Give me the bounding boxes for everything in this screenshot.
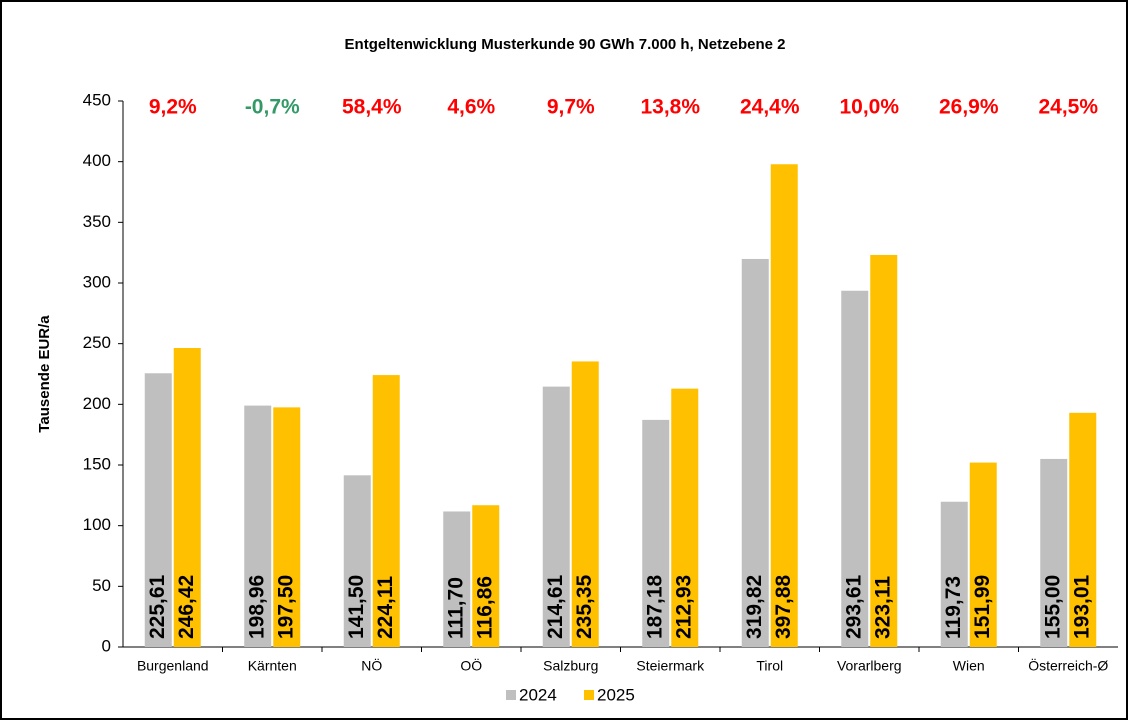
x-tick-label: Vorarlberg (837, 658, 902, 674)
y-tick-label: 0 (102, 636, 111, 655)
bar (770, 164, 798, 647)
change-annotation: 10,0% (839, 96, 899, 119)
value-label: 197,50 (274, 575, 297, 639)
value-label: 187,18 (643, 574, 666, 639)
bar (472, 505, 500, 647)
x-tick-label: Salzburg (543, 658, 598, 674)
bar (443, 511, 471, 647)
y-tick-label: 300 (83, 272, 111, 291)
legend-label: 2025 (597, 685, 635, 704)
bar (1040, 458, 1068, 647)
bar (173, 348, 201, 647)
value-label: 141,50 (345, 575, 368, 639)
bar (642, 419, 670, 647)
change-annotation: 24,5% (1038, 96, 1098, 119)
change-annotation: 9,7% (547, 96, 595, 119)
value-label: 293,61 (842, 574, 865, 639)
bar (870, 254, 898, 647)
value-label: 225,61 (146, 574, 169, 639)
change-annotation: 4,6% (447, 96, 495, 119)
value-label: 214,61 (544, 574, 567, 639)
x-tick-label: Kärnten (248, 658, 297, 674)
y-tick-label: 200 (83, 394, 111, 413)
value-label: 151,99 (971, 575, 994, 639)
x-tick-label: Steiermark (636, 658, 705, 674)
bar (969, 462, 997, 647)
bar (244, 405, 272, 647)
value-label: 235,35 (573, 574, 596, 639)
value-label: 224,11 (374, 576, 397, 639)
bar (372, 375, 400, 647)
x-tick-label: NÖ (361, 657, 382, 674)
bar (273, 407, 301, 647)
x-tick-label: OÖ (460, 657, 482, 674)
value-label: 116,86 (473, 576, 496, 639)
change-annotation: 58,4% (342, 96, 402, 119)
bar (144, 373, 172, 647)
y-tick-label: 350 (83, 212, 111, 231)
y-axis-label: Tausende EUR/a (36, 315, 53, 433)
change-annotation: 24,4% (740, 96, 800, 119)
bar (571, 361, 599, 647)
value-label: 198,96 (245, 575, 268, 639)
x-tick-label: Burgenland (137, 658, 209, 674)
x-tick-label: Österreich-Ø (1028, 657, 1108, 674)
y-tick-label: 50 (92, 576, 111, 595)
change-annotation: 9,2% (149, 96, 197, 119)
bar (671, 388, 699, 647)
value-label: 319,82 (743, 575, 766, 639)
bar (940, 501, 968, 647)
y-tick-label: 450 (83, 90, 111, 109)
value-label: 193,01 (1070, 574, 1093, 639)
y-tick-label: 400 (83, 151, 111, 170)
bar (841, 290, 869, 647)
chart-title: Entgeltenwicklung Musterkunde 90 GWh 7.0… (345, 36, 786, 53)
bar (741, 258, 769, 647)
y-tick-label: 150 (83, 454, 111, 473)
value-label: 111,70 (444, 577, 467, 639)
value-label: 212,93 (672, 575, 695, 639)
bar (343, 475, 371, 647)
y-tick-label: 250 (83, 333, 111, 352)
value-label: 155,00 (1041, 575, 1064, 639)
legend-swatch (506, 690, 516, 700)
change-annotation: 13,8% (640, 96, 700, 119)
value-label: 246,42 (175, 575, 198, 639)
bar (542, 386, 570, 647)
value-label: 119,73 (942, 576, 965, 639)
x-tick-label: Tirol (756, 658, 783, 674)
legend-swatch (584, 690, 594, 700)
x-tick-label: Wien (953, 658, 985, 674)
legend-label: 2024 (519, 685, 557, 704)
value-label: 397,88 (772, 574, 795, 639)
value-label: 323,11 (871, 576, 894, 639)
bar (1069, 412, 1097, 647)
change-annotation: -0,7% (245, 96, 300, 119)
change-annotation: 26,9% (939, 96, 999, 119)
y-tick-label: 100 (83, 515, 111, 534)
